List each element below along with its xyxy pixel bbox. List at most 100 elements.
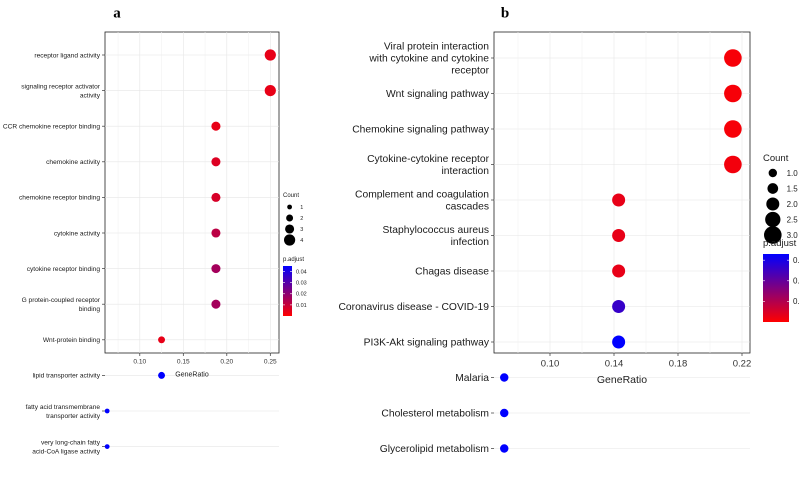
y-category-label-line: receptor ligand activity (34, 52, 100, 59)
count-legend-label: 4 (300, 238, 303, 244)
y-category-label: Wnt signaling pathway (386, 89, 490, 100)
y-category-label-line: Staphylococcus aureus (383, 225, 489, 236)
y-category-label-line: signaling receptor activator (21, 83, 101, 90)
y-category-label: Malaria (455, 373, 489, 384)
p-adjust-colorbar (283, 266, 292, 316)
y-category-label: PI3K-Akt signaling pathway (364, 338, 490, 349)
y-category-label: Viral protein interaction with cytokine a… (368, 42, 489, 77)
y-category-label-line: cascades (445, 202, 489, 213)
x-tick-label: 0.15 (177, 359, 190, 366)
count-legend-title: Count (283, 193, 299, 199)
y-category-label-line: Cytokine-cytokine receptor (367, 154, 489, 165)
y-category-label: lipid transporter activity (33, 373, 101, 380)
y-category-label-line: interaction (441, 166, 489, 177)
y-category-label: signaling receptor activator activity (21, 83, 101, 99)
y-category-label: Cholesterol metabolism (381, 409, 489, 420)
data-point (724, 120, 742, 138)
count-legend-label: 3.0 (787, 231, 799, 240)
data-point (158, 336, 166, 344)
y-category-label-line: receptor (451, 66, 489, 77)
p-adjust-colorbar-label: 0.03 (296, 281, 307, 287)
y-category-label-line: very long-chain fatty (41, 439, 101, 446)
p-adjust-legend-title: p.adjust (283, 257, 304, 263)
data-point (158, 371, 166, 379)
y-category-label-line: fatty acid transmembrane (26, 404, 101, 411)
count-legend-dot (285, 224, 295, 234)
x-tick-label: 0.20 (220, 359, 233, 366)
y-category-label-line: G protein-coupled receptor (22, 297, 101, 304)
p-adjust-colorbar-label: 0.04 (296, 269, 307, 275)
y-category-label: cytokine activity (54, 230, 101, 237)
count-legend-dot (767, 183, 779, 194)
count-legend-dot (287, 204, 292, 210)
data-point (211, 121, 221, 131)
y-category-label: Coronavirus disease - COVID-19 (338, 302, 489, 313)
p-adjust-colorbar-label: 0.3 (793, 256, 800, 265)
plot-area (493, 31, 751, 354)
y-category-label-line: CCR chemokine receptor binding (3, 124, 100, 131)
data-point (211, 192, 221, 202)
panel-label: a (113, 5, 121, 21)
data-point (612, 300, 626, 313)
data-point (724, 49, 742, 67)
y-category-label-line: acid-CoA ligase activity (32, 448, 101, 455)
y-category-label: Complement and coagulation cascades (355, 190, 489, 213)
x-tick-label: 0.10 (541, 359, 560, 370)
y-category-label: cytokine receptor binding (27, 266, 101, 273)
p-adjust-colorbar-label: 0.01 (296, 303, 307, 309)
y-category-label: Wnt-protein binding (43, 337, 101, 344)
count-legend-label: 1 (300, 205, 303, 211)
y-category-label-line: Viral protein interaction (384, 42, 489, 53)
data-point (264, 49, 276, 61)
y-category-label-line: Complement and coagulation (355, 190, 489, 201)
x-axis-label: GeneRatio (597, 374, 647, 386)
count-legend-dot (766, 197, 780, 211)
data-point (104, 408, 110, 414)
count-legend-dot (764, 226, 782, 244)
count-legend-label: 1.0 (787, 169, 799, 178)
y-category-label: receptor ligand activity (34, 52, 100, 59)
count-legend-dot (768, 168, 777, 178)
count-legend-label: 1.5 (787, 184, 799, 193)
data-point (211, 264, 221, 274)
y-category-label-line: Wnt-protein binding (43, 337, 101, 344)
y-category-label-line: cytokine receptor binding (27, 266, 101, 273)
y-category-label-line: with cytokine and cytokine (368, 54, 489, 65)
data-point (612, 193, 626, 207)
data-point (500, 444, 509, 453)
y-category-label: Chagas disease (415, 267, 489, 278)
data-point (211, 228, 221, 238)
data-point (500, 408, 509, 418)
x-tick-label: 0.25 (264, 359, 277, 366)
data-point (612, 335, 626, 349)
data-point (612, 229, 626, 242)
data-point (211, 299, 221, 309)
count-legend-label: 2.5 (787, 215, 799, 224)
y-category-label-line: Chagas disease (415, 267, 489, 278)
data-point (724, 84, 742, 103)
y-category-label-line: PI3K-Akt signaling pathway (364, 338, 490, 349)
y-category-label: G protein-coupled receptor binding (22, 297, 101, 313)
y-category-label: chemokine activity (46, 159, 101, 166)
data-point (264, 85, 276, 97)
y-category-label-line: Chemokine signaling pathway (352, 125, 490, 136)
y-category-label: very long-chain fatty acid-CoA ligase act… (32, 439, 101, 455)
y-category-label: chemokine receptor binding (19, 195, 100, 202)
y-category-label: fatty acid transmembrane transporter acti… (26, 404, 101, 420)
y-category-label-line: Wnt signaling pathway (386, 89, 490, 100)
y-category-label-line: Glycerolipid metabolism (380, 444, 489, 455)
y-category-label-line: transporter activity (46, 413, 101, 420)
y-category-label-line: chemokine receptor binding (19, 195, 100, 202)
panel-a: a 0.10 0.15 0.20 0.25 GeneRatio receptor ligan… (3, 5, 307, 455)
y-category-label-line: activity (80, 92, 101, 99)
x-tick-label: 0.14 (605, 359, 624, 370)
count-legend-dot (284, 234, 296, 246)
y-category-label: Glycerolipid metabolism (380, 444, 489, 455)
count-legend-dot (286, 214, 294, 222)
y-category-label-line: binding (79, 306, 101, 313)
y-category-label-line: chemokine activity (46, 159, 101, 166)
data-point (612, 264, 626, 278)
count-legend-label: 2.0 (787, 200, 799, 209)
data-point (724, 155, 742, 174)
y-category-label: Cytokine-cytokine receptor interaction (367, 154, 489, 177)
